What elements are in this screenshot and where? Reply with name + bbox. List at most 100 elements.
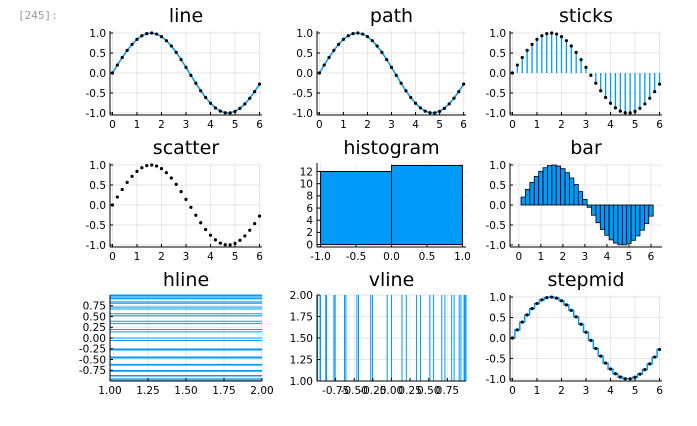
x-tick-label: 2 — [560, 251, 567, 263]
data-point — [169, 176, 173, 180]
data-point — [356, 31, 360, 35]
y-tick-label: -0.5 — [486, 88, 507, 100]
data-point — [657, 82, 662, 86]
x-tick-label: 1.75 — [212, 385, 235, 397]
data-point — [638, 106, 642, 110]
y-tick-label: 4 — [306, 215, 313, 227]
bar — [586, 204, 592, 208]
data-point — [257, 82, 262, 86]
histogram-bar — [320, 171, 392, 246]
bar — [608, 204, 614, 241]
bar — [648, 204, 654, 217]
y-tick-label: 0.5 — [296, 48, 313, 60]
x-tick-label: 5 — [632, 119, 639, 131]
bar — [573, 183, 579, 206]
data-point — [540, 34, 544, 38]
x-tick-label: 6 — [256, 251, 263, 263]
y-tick-label: -0.5 — [486, 353, 507, 365]
data-point — [550, 31, 554, 35]
data-point — [559, 35, 564, 39]
data-point — [218, 109, 222, 113]
bar — [547, 165, 553, 206]
x-tick-label: 5 — [632, 385, 639, 397]
data-point — [169, 44, 173, 48]
data-point — [199, 89, 203, 93]
cell-prompt: [245]: — [18, 9, 58, 22]
data-point — [554, 32, 559, 36]
data-point — [623, 111, 627, 115]
y-tick-label: 0.5 — [489, 312, 506, 324]
plot-sticks-2: 0 1 2 3 4 5 6 -1.0 -0.5 0.0 0.5 1.0 sticks — [486, 5, 664, 131]
x-tick-label: 0.50 — [417, 385, 440, 397]
data-point — [125, 180, 129, 184]
y-tick-label: -0.25 — [79, 344, 106, 356]
x-tick-label: 5 — [232, 251, 239, 263]
chart-title: hline — [163, 269, 209, 291]
data-point — [130, 174, 134, 178]
data-point — [327, 55, 331, 60]
chart-title: histogram — [343, 137, 439, 159]
y-tick-label: 1.0 — [489, 28, 506, 40]
chart-title: scatter — [153, 137, 220, 159]
x-tick-label: 3 — [583, 385, 590, 397]
y-tick-label: 0.0 — [489, 68, 506, 80]
data-point — [174, 182, 178, 186]
data-point — [399, 81, 403, 85]
x-tick-label: 2 — [158, 251, 165, 263]
bar — [551, 164, 557, 206]
chart-title: bar — [570, 137, 602, 159]
x-tick-label: 0 — [509, 385, 516, 397]
data-point — [204, 227, 208, 232]
y-tick-label: 0.75 — [83, 301, 106, 313]
data-point — [140, 166, 144, 170]
x-tick-label: 1 — [537, 251, 544, 263]
data-point — [584, 330, 588, 334]
x-tick-label: 1.0 — [454, 251, 471, 263]
bar — [525, 189, 531, 206]
y-tick-label: 0 — [306, 239, 313, 251]
data-point — [520, 320, 524, 324]
x-tick-label: 1.25 — [136, 385, 159, 397]
data-point — [599, 89, 603, 93]
y-tick-label: 10 — [300, 178, 313, 190]
y-tick-label: 0.50 — [83, 311, 106, 323]
data-point — [604, 361, 608, 365]
bar — [643, 204, 650, 225]
data-point — [365, 35, 370, 39]
data-point — [564, 39, 568, 43]
data-point — [530, 307, 534, 311]
data-point — [418, 106, 422, 110]
data-point — [213, 106, 218, 110]
data-point — [550, 295, 554, 299]
data-point — [179, 190, 183, 194]
y-tick-label: 0.0 — [89, 200, 106, 212]
chart-title: stepmid — [548, 269, 625, 291]
data-point — [194, 81, 198, 85]
data-point — [125, 48, 129, 53]
data-point — [643, 368, 647, 372]
data-point — [346, 34, 350, 38]
data-point — [145, 164, 149, 168]
data-point — [223, 243, 227, 247]
data-point — [633, 375, 637, 379]
x-tick-label: 6 — [656, 385, 663, 397]
data-point — [120, 187, 124, 192]
data-point — [341, 37, 346, 41]
chart-title: vline — [369, 269, 415, 291]
data-point — [442, 106, 446, 110]
x-tick-label: 0.25 — [398, 385, 421, 397]
y-tick-label: 0.0 — [489, 333, 506, 345]
y-tick-label: -0.75 — [79, 365, 106, 377]
bar — [569, 177, 575, 206]
data-point — [380, 50, 384, 54]
x-tick-label: 2.00 — [250, 385, 273, 397]
data-point — [189, 205, 193, 209]
data-point — [520, 55, 524, 60]
y-tick-label: 1.0 — [89, 28, 106, 40]
data-point — [370, 39, 374, 43]
y-tick-label: 0.00 — [83, 333, 106, 345]
data-point — [238, 106, 242, 110]
data-point — [140, 34, 144, 38]
y-tick-label: 2 — [306, 227, 313, 239]
